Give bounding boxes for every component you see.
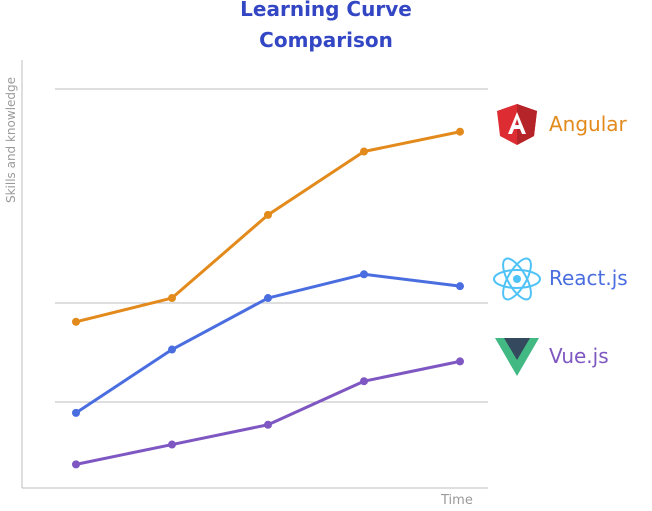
data-point-react-js (168, 345, 176, 354)
legend-item-react: React.js (493, 257, 628, 301)
data-point-angular (72, 317, 80, 326)
legend-label-react: React.js (549, 266, 628, 290)
legend-item-angular: Angular (497, 104, 628, 145)
legend-label-vue: Vue.js (549, 344, 609, 368)
data-point-vue-js (264, 420, 272, 429)
chart-title-line-1: Learning Curve (240, 0, 412, 21)
data-point-react-js (360, 270, 368, 279)
series-line-angular (75, 130, 461, 324)
data-point-angular (456, 127, 464, 136)
data-point-vue-js (168, 440, 176, 449)
chart-title: Learning Curve Comparison (0, 0, 652, 56)
series-line-vue-js (75, 359, 461, 466)
gridlines (55, 88, 488, 403)
series-angular (72, 127, 464, 326)
data-point-react-js (264, 294, 272, 303)
react-logo-icon (493, 257, 541, 301)
chart-title-line-2: Comparison (259, 28, 393, 52)
data-point-vue-js (360, 377, 368, 386)
legend-item-vue: Vue.js (495, 338, 609, 376)
data-point-angular (264, 210, 272, 219)
vue-logo-icon (495, 338, 539, 376)
data-point-vue-js (72, 460, 80, 469)
angular-logo-icon (497, 104, 537, 145)
series-react-js (72, 270, 464, 417)
legend-label-angular: Angular (549, 112, 628, 136)
data-point-react-js (456, 282, 464, 291)
data-point-angular (168, 294, 176, 303)
data-point-vue-js (456, 357, 464, 366)
data-point-angular (360, 147, 368, 156)
legend: Angular React.js Vue.js (493, 104, 628, 376)
x-axis-label: Time (441, 493, 473, 508)
series-vue-js (72, 357, 464, 469)
data-point-react-js (72, 408, 80, 417)
series-layer (72, 127, 464, 469)
